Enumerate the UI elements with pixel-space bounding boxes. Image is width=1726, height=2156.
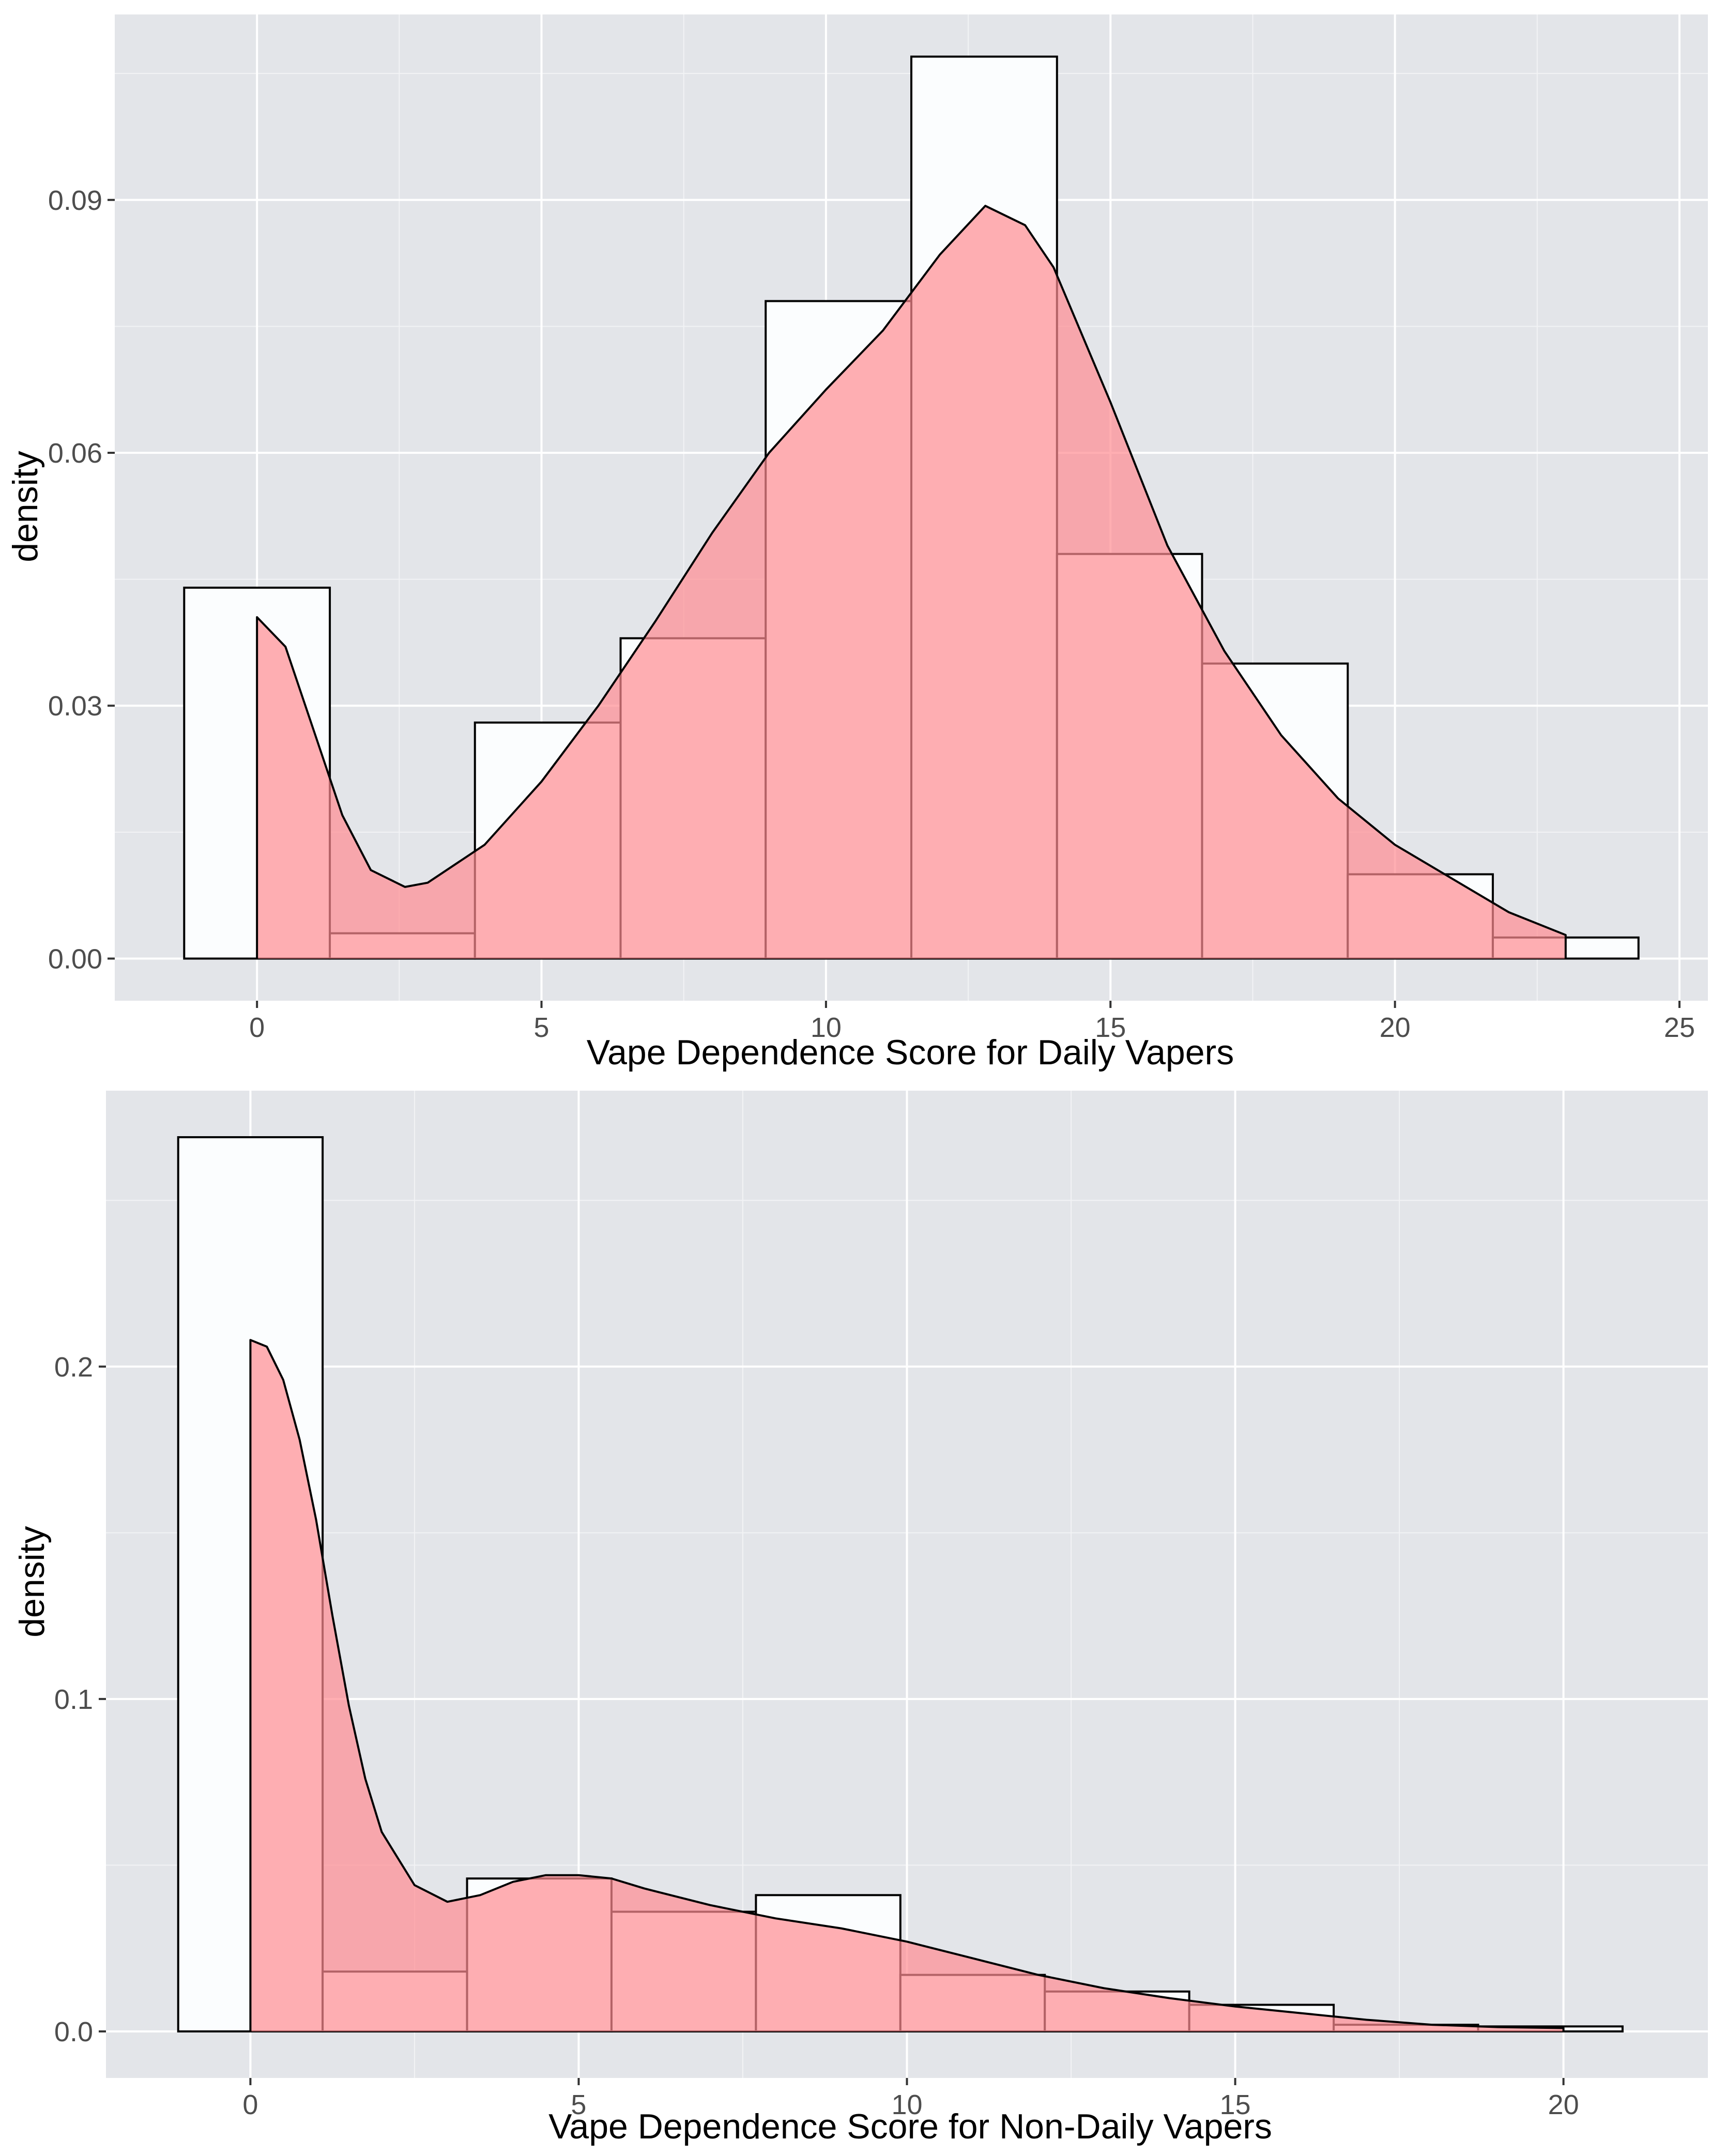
x-tick-label: 5 [534, 1012, 549, 1043]
x-tick-label: 15 [1095, 1012, 1126, 1043]
non-daily-vapers-chart: 0 5 10 15 20 0.0 0.1 0.2 Vape Dependence Score … [12, 1091, 1708, 2146]
y-tick-label: 0.09 [48, 185, 102, 216]
density-curve [249, 1339, 1565, 2031]
x-tick-label: 10 [891, 2089, 922, 2120]
plot-layer: 0 5 10 15 20 0.0 0.1 0.2 [54, 1091, 1708, 2120]
x-tick-label: 10 [811, 1012, 842, 1043]
x-tick-label: 25 [1664, 1012, 1695, 1043]
y-axis-title: density [12, 1526, 52, 1637]
x-axis-title: Vape Dependence Score for Non-Daily Vape… [548, 2107, 1272, 2146]
x-tick-label: 20 [1548, 2089, 1579, 2120]
density-area [250, 1340, 1564, 2031]
y-tick-label: 0.1 [54, 1684, 93, 1715]
daily-vapers-chart: 0 5 10 15 20 25 0.00 0.03 0.06 0.09 Vape Dependen… [6, 14, 1708, 1072]
x-tick-label: 0 [249, 1012, 265, 1043]
x-tick-label: 0 [242, 2089, 258, 2120]
y-tick-label: 0.06 [48, 438, 102, 469]
density-curve [256, 205, 1567, 959]
y-axis-title: density [6, 451, 45, 562]
x-axis-title: Vape Dependence Score for Daily Vapers [587, 1033, 1234, 1072]
x-tick-label: 20 [1380, 1012, 1411, 1043]
x-tick-label: 5 [571, 2089, 586, 2120]
y-tick-label: 0.2 [54, 1352, 93, 1383]
plot-layer: 0 5 10 15 20 25 0.00 0.03 0.06 0.09 [48, 14, 1708, 1043]
y-tick-label: 0.0 [54, 2016, 93, 2047]
x-tick-label: 15 [1220, 2089, 1251, 2120]
y-tick-label: 0.03 [48, 691, 102, 722]
density-area [257, 206, 1566, 959]
y-tick-label: 0.00 [48, 943, 102, 974]
